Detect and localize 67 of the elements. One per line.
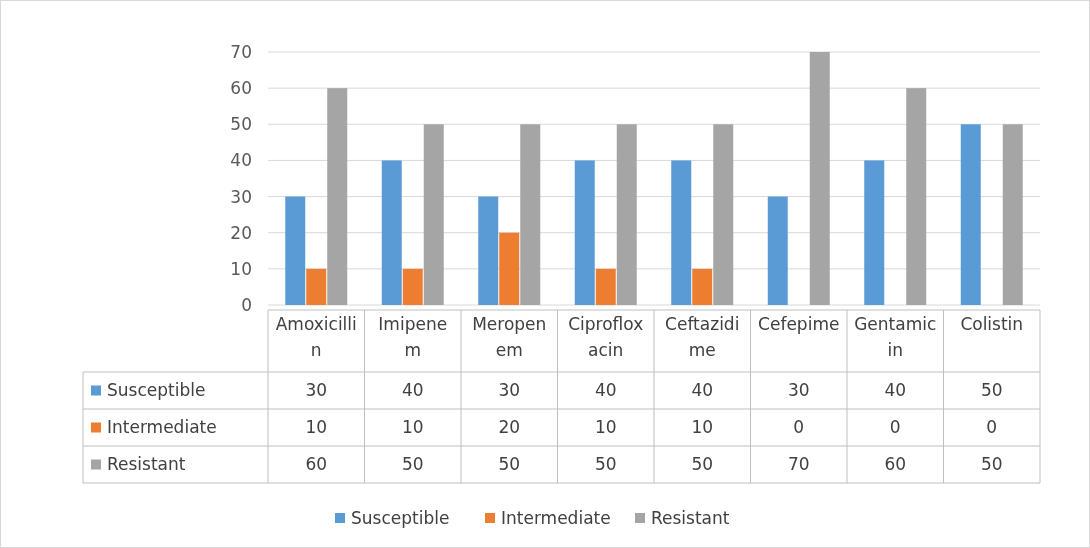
bar (713, 124, 734, 305)
data-label: 10 (305, 417, 328, 438)
bar (574, 160, 595, 305)
legend-label: Resistant (651, 507, 730, 528)
y-tick-label: 60 (230, 78, 252, 99)
data-label: 50 (980, 454, 1003, 475)
y-tick-label: 20 (230, 222, 252, 243)
data-label: 40 (594, 380, 617, 401)
x-tick-label: Amoxicillin (275, 314, 357, 360)
data-label: 50 (691, 454, 714, 475)
bar (327, 88, 348, 305)
bar (595, 268, 616, 305)
bar (478, 196, 499, 305)
data-label: 10 (691, 417, 714, 438)
legend-label: Susceptible (107, 380, 206, 401)
y-tick-label: 70 (230, 41, 252, 62)
bar (520, 124, 541, 305)
data-label: 40 (884, 380, 907, 401)
y-tick-label: 10 (230, 258, 252, 279)
x-tick-label: Imipenem (378, 314, 448, 360)
legend-label: Intermediate (107, 417, 217, 438)
bar (285, 196, 306, 305)
bar (499, 232, 520, 305)
data-label: 0 (793, 417, 805, 438)
x-tick-label: Gentamicin (854, 314, 937, 360)
data-label: 50 (980, 380, 1003, 401)
data-label: 60 (884, 454, 907, 475)
y-tick-label: 30 (230, 186, 252, 207)
data-label: 20 (498, 417, 521, 438)
data-label: 30 (498, 380, 521, 401)
text: Resistant (107, 454, 186, 475)
bar (692, 268, 713, 305)
text: Intermediate (501, 507, 611, 528)
x-tick-label: Cefepime (758, 314, 840, 334)
y-tick-label: 50 (230, 114, 252, 135)
bar (767, 196, 788, 305)
data-label: 0 (889, 417, 901, 438)
bar (423, 124, 444, 305)
bar (381, 160, 402, 305)
y-tick-label: 40 (230, 150, 252, 171)
text: Susceptible (351, 507, 450, 528)
data-label: 40 (691, 380, 714, 401)
data-label: 50 (594, 454, 617, 475)
data-label: 40 (401, 380, 424, 401)
data-label: 30 (305, 380, 328, 401)
data-label: 60 (305, 454, 328, 475)
bar (906, 88, 927, 305)
bar (864, 160, 885, 305)
x-tick-label: Colistin (960, 314, 1024, 334)
x-tick-label: Meropenem (472, 314, 547, 360)
data-label: 10 (594, 417, 617, 438)
data-label: 70 (787, 454, 810, 475)
bar (616, 124, 637, 305)
y-tick-label: 0 (241, 294, 252, 315)
data-label: 0 (986, 417, 998, 438)
data-label: 50 (498, 454, 521, 475)
data-label: 50 (401, 454, 424, 475)
data-label: 10 (401, 417, 424, 438)
bar (306, 268, 327, 305)
x-tick-label: Ciprofloxacin (568, 314, 644, 360)
bar (960, 124, 981, 305)
data-label: 30 (787, 380, 810, 401)
bar (1002, 124, 1023, 305)
bar (402, 268, 423, 305)
x-tick-label: Ceftazidime (665, 314, 740, 360)
bar (809, 52, 830, 305)
bar (671, 160, 692, 305)
